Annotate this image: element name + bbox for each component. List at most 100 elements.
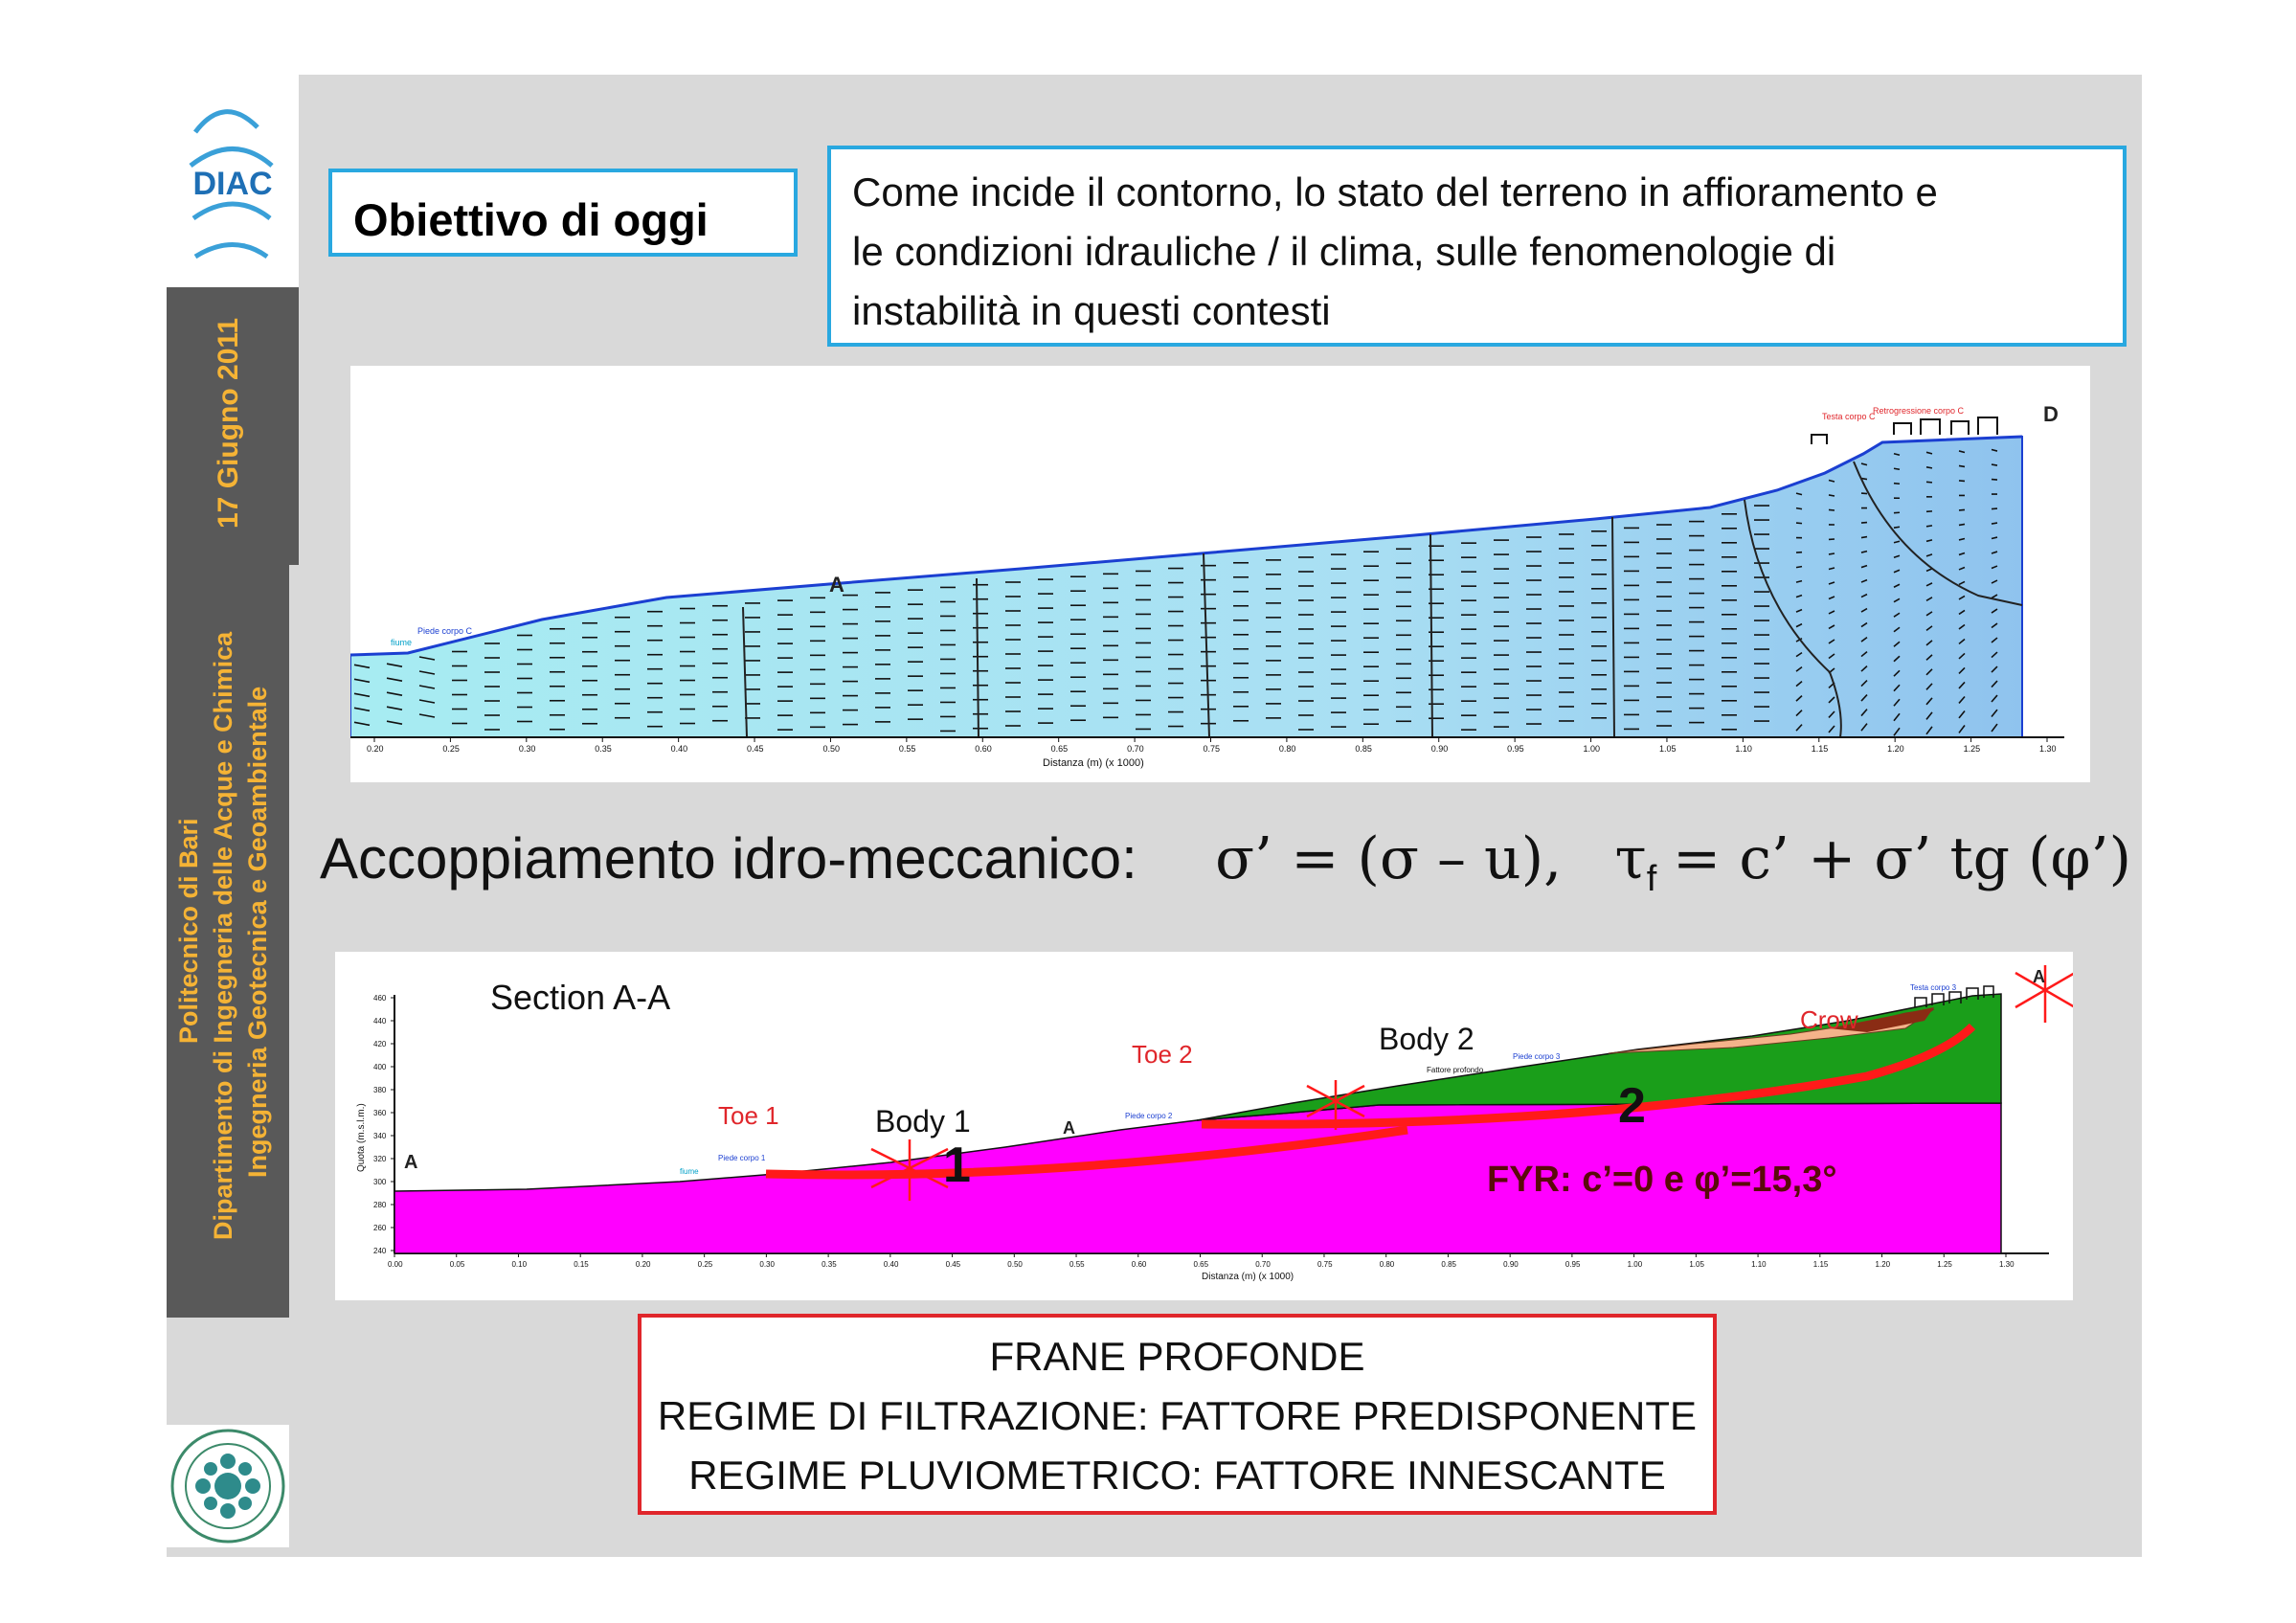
conclusion-line-1: FRANE PROFONDE bbox=[989, 1334, 1365, 1379]
flow-arrow bbox=[1925, 525, 1933, 528]
diac-logo: DIAC bbox=[167, 75, 299, 287]
flow-arrow bbox=[1795, 724, 1803, 732]
section-marker-a-2 bbox=[1306, 1080, 1365, 1130]
flow-arrow bbox=[1893, 712, 1901, 722]
x-tick-label: 0.20 bbox=[367, 744, 384, 754]
flow-arrow bbox=[1958, 638, 1966, 645]
x-axis-label: Distanza (m) (x 1000) bbox=[1202, 1272, 1294, 1282]
flow-arrow bbox=[1925, 640, 1933, 646]
flow-arrow bbox=[1795, 594, 1803, 598]
flow-arrow bbox=[1958, 523, 1966, 527]
flow-arrow bbox=[1795, 522, 1803, 525]
flow-arrow bbox=[1893, 526, 1901, 530]
x-tick-label: 1.10 bbox=[1735, 744, 1752, 754]
flow-arrow bbox=[1958, 666, 1966, 674]
x-tick-label: 0.90 bbox=[1503, 1260, 1519, 1269]
x-tick-label: 0.95 bbox=[1565, 1260, 1581, 1269]
flow-arrow bbox=[1991, 565, 1998, 570]
diac-logo-graphic: DIAC bbox=[167, 75, 299, 287]
body-2-label: Body 2 bbox=[1379, 1022, 1474, 1056]
x-tick-label: 0.55 bbox=[1069, 1260, 1085, 1269]
flow-arrow bbox=[1893, 655, 1901, 663]
x-tick-label: 0.70 bbox=[1255, 1260, 1271, 1269]
x-tick-label: 0.85 bbox=[1355, 744, 1372, 754]
x-tick-label: 0.65 bbox=[1194, 1260, 1209, 1269]
seepage-domain bbox=[349, 435, 2023, 738]
flow-arrow bbox=[1795, 651, 1803, 658]
y-tick-label: 280 bbox=[373, 1201, 387, 1209]
slip-number-2: 2 bbox=[1618, 1078, 1646, 1134]
x-tick-label: 0.60 bbox=[1132, 1260, 1147, 1269]
flow-arrow bbox=[1991, 723, 1998, 733]
institution-panel: Politecnico di Bari Dipartimento di Inge… bbox=[167, 565, 289, 1318]
x-tick-label: 1.20 bbox=[1876, 1260, 1891, 1269]
flow-arrow bbox=[1893, 583, 1901, 588]
flow-arrow bbox=[1893, 669, 1901, 677]
flow-arrow bbox=[353, 678, 371, 684]
flow-arrow bbox=[1795, 492, 1803, 496]
flow-arrow bbox=[1795, 579, 1803, 583]
flow-arrow bbox=[1958, 464, 1966, 468]
flow-arrow bbox=[1958, 609, 1966, 616]
label-fiume: fiume bbox=[391, 638, 412, 647]
label-retro: Retrogressione corpo C bbox=[1873, 406, 1965, 416]
flow-arrow bbox=[1991, 522, 1998, 525]
flow-arrow bbox=[1828, 581, 1835, 585]
university-seal bbox=[167, 1425, 289, 1547]
flow-arrow bbox=[1958, 566, 1966, 571]
flow-arrow bbox=[1925, 683, 1933, 690]
y-tick-label: 340 bbox=[373, 1132, 387, 1140]
flow-arrow bbox=[1958, 681, 1966, 689]
flow-arrow bbox=[1925, 597, 1933, 602]
flow-arrow bbox=[1893, 698, 1901, 707]
flow-arrow bbox=[1860, 492, 1868, 495]
flow-arrow bbox=[1828, 710, 1835, 719]
flow-arrow bbox=[1828, 610, 1835, 615]
flow-arrow bbox=[1860, 709, 1868, 717]
y-tick-label: 380 bbox=[373, 1086, 387, 1094]
y-tick-label: 360 bbox=[373, 1109, 387, 1117]
flow-arrow bbox=[1828, 494, 1835, 497]
flow-arrow bbox=[418, 685, 436, 689]
description-line-2: le condizioni idrauliche / il clima, sul… bbox=[852, 229, 1836, 274]
flow-arrow bbox=[1860, 477, 1868, 481]
flow-arrow bbox=[1828, 596, 1835, 600]
flow-arrow bbox=[1893, 467, 1901, 471]
flow-arrow bbox=[418, 656, 436, 661]
flow-arrow bbox=[1925, 711, 1933, 720]
x-tick-label: 0.75 bbox=[1317, 1260, 1333, 1269]
x-tick-label: 0.25 bbox=[442, 744, 460, 754]
magenta-substrate bbox=[394, 1102, 2002, 1254]
x-tick-label: 0.75 bbox=[1204, 744, 1221, 754]
flow-arrow bbox=[1893, 452, 1901, 457]
section-label-a-mid: A bbox=[1063, 1118, 1075, 1138]
flow-arrow bbox=[1991, 594, 1998, 599]
x-tick-label: 0.05 bbox=[450, 1260, 465, 1269]
flow-arrow bbox=[1991, 651, 1998, 659]
conclusion-line-3: REGIME PLUVIOMETRICO: FATTORE INNESCANTE bbox=[688, 1453, 1666, 1498]
section-figure-svg: 460 440 420 400 380 360 340 320 300 280 260 240 0.0… bbox=[356, 965, 2076, 1282]
x-tick-label: 0.40 bbox=[671, 744, 688, 754]
x-tick-label: 1.00 bbox=[1628, 1260, 1643, 1269]
label-d: D bbox=[2043, 402, 2059, 426]
y-tick-label: 320 bbox=[373, 1155, 387, 1163]
seepage-figure-svg: 0.20 0.25 0.30 0.35 0.40 0.45 0.50 0.55 0.60 0.65… bbox=[349, 402, 2064, 769]
flow-arrow bbox=[1893, 612, 1901, 618]
description-box: Come incide il contorno, lo stato del te… bbox=[827, 146, 2127, 347]
equation-line: Accoppiamento idro-meccanico: σ’ = (σ – … bbox=[320, 825, 2131, 900]
x-tick-label: 0.55 bbox=[899, 744, 916, 754]
slip-surface-2 bbox=[1201, 1023, 1976, 1129]
flow-arrow bbox=[1991, 536, 1998, 540]
flow-arrow bbox=[1828, 725, 1835, 733]
institution-line-1: Politecnico di Bari bbox=[174, 818, 203, 1044]
flow-arrow bbox=[1828, 696, 1835, 704]
x-tick-label: 1.15 bbox=[1813, 1260, 1829, 1269]
flow-arrow bbox=[1860, 650, 1868, 658]
flow-arrow bbox=[1860, 564, 1868, 569]
flow-arrow bbox=[1893, 727, 1901, 736]
flow-arrow bbox=[1925, 668, 1933, 676]
flow-arrow bbox=[1925, 466, 1933, 469]
x-tick-label: 0.10 bbox=[511, 1260, 527, 1269]
flow-arrow bbox=[386, 691, 403, 696]
flow-arrow bbox=[353, 692, 371, 698]
